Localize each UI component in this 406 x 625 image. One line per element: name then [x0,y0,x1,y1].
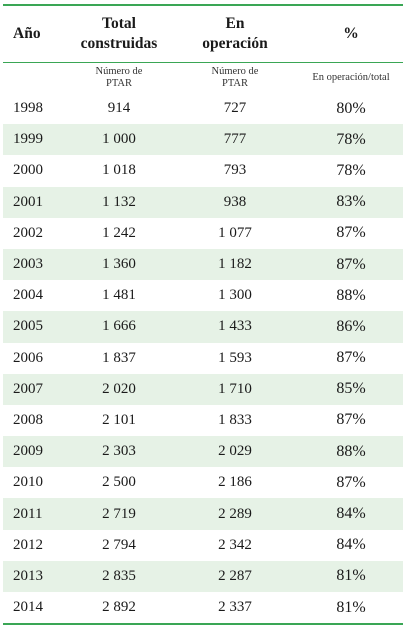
year-cell: 2007 [13,380,43,397]
total-cell: 2 500 [102,474,136,491]
table-row: 2002 1 242 1 077 87% [3,218,403,249]
operating-cell: 1 433 [218,318,252,335]
operating-cell: 2 342 [218,536,252,553]
total-cell: 1 000 [102,131,136,148]
table-row: 1998 914 727 80% [3,93,403,124]
operating-cell: 1 710 [218,380,252,397]
percent-cell: 78% [336,161,366,179]
total-cell: 2 101 [102,411,136,428]
year-cell: 2002 [13,224,43,241]
percent-cell: 81% [336,567,366,585]
percent-cell: 84% [336,536,366,554]
table-row: 2014 2 892 2 337 81% [3,592,403,623]
header-total: Total construidas [80,15,158,52]
percent-cell: 88% [336,286,366,304]
header-year: Año [13,25,41,42]
year-cell: 2011 [13,505,43,522]
total-cell: 1 018 [102,162,136,179]
total-cell: 1 360 [102,256,136,273]
percent-cell: 87% [336,224,366,242]
year-cell: 2010 [13,474,43,491]
operating-cell: 1 077 [218,224,252,241]
table-row: 2007 2 020 1 710 85% [3,373,403,405]
year-cell: 2004 [13,287,43,304]
percent-cell: 85% [336,380,366,398]
table-row: 2000 1 018 793 78% [3,155,403,186]
table-body: 1998 914 727 80% 1999 1 000 777 78% 2000 1 018 793… [3,93,403,623]
percent-cell: 88% [336,442,366,460]
operating-cell: 938 [223,193,247,210]
total-cell: 1 666 [102,318,136,335]
table-row: 2011 2 719 2 289 84% [3,498,403,530]
operating-cell: 2 029 [218,443,252,460]
operating-cell: 777 [223,131,247,148]
header-rule [3,62,403,63]
year-cell: 2005 [13,318,43,335]
percent-cell: 87% [336,411,366,429]
total-cell: 2 020 [102,380,136,397]
operating-cell: 2 337 [218,599,252,616]
table-row: 1999 1 000 777 78% [3,124,403,156]
operating-cell: 2 289 [218,505,252,522]
operating-cell: 2 287 [218,567,252,584]
percent-cell: 86% [336,317,366,335]
year-cell: 2012 [13,536,43,553]
year-cell: 2008 [13,411,43,428]
total-cell: 2 892 [102,599,136,616]
total-cell: 1 481 [102,287,136,304]
percent-cell: 84% [336,505,366,523]
table-row: 2008 2 101 1 833 87% [3,405,403,436]
total-cell: 1 132 [102,193,136,210]
operating-cell: 1 593 [218,349,252,366]
year-cell: 2009 [13,443,43,460]
year-cell: 2001 [13,193,43,210]
percent-cell: 87% [336,255,366,273]
total-cell: 914 [107,100,131,117]
year-cell: 2000 [13,162,43,179]
table-row: 2006 1 837 1 593 87% [3,343,403,374]
header-row: Año Total construidas En operación % [3,6,403,62]
table-row: 2010 2 500 2 186 87% [3,467,403,498]
subheader-operating: Número de PTAR [211,66,259,89]
subheader-total: Número de PTAR [95,66,143,89]
top-rule [3,4,403,6]
total-cell: 2 794 [102,536,136,553]
table-row: 2005 1 666 1 433 86% [3,311,403,343]
total-cell: 1 242 [102,224,136,241]
percent-cell: 87% [336,349,366,367]
operating-cell: 793 [223,162,247,179]
year-cell: 2003 [13,256,43,273]
year-cell: 1998 [13,100,43,117]
percent-cell: 80% [336,99,366,117]
table-row: 2001 1 132 938 83% [3,186,403,218]
operating-cell: 727 [223,100,247,117]
subheader-row: Número de PTAR Número de PTAR En operaci… [3,63,403,93]
operating-cell: 1 182 [218,256,252,273]
header-percent: % [343,25,359,42]
operating-cell: 1 833 [218,411,252,428]
percent-cell: 78% [336,130,366,148]
subheader-percent: En operación/total [312,72,390,83]
total-cell: 2 835 [102,567,136,584]
total-cell: 1 837 [102,349,136,366]
percent-cell: 83% [336,193,366,211]
table-row: 2009 2 303 2 029 88% [3,436,403,468]
year-cell: 2013 [13,567,43,584]
operating-cell: 1 300 [218,287,252,304]
table-row: 2003 1 360 1 182 87% [3,248,403,281]
table-row: 2013 2 835 2 287 81% [3,560,403,592]
year-cell: 1999 [13,131,43,148]
table-row: 2012 2 794 2 342 84% [3,530,403,561]
operating-cell: 2 186 [218,474,252,491]
percent-cell: 81% [336,598,366,616]
year-cell: 2006 [13,349,43,366]
header-operating: En operación [202,15,268,52]
total-cell: 2 719 [102,505,136,522]
ptar-table: Año Total construidas En operación % Núm… [3,4,403,625]
total-cell: 2 303 [102,443,136,460]
percent-cell: 87% [336,473,366,491]
year-cell: 2014 [13,599,43,616]
table-row: 2004 1 481 1 300 88% [3,280,403,311]
